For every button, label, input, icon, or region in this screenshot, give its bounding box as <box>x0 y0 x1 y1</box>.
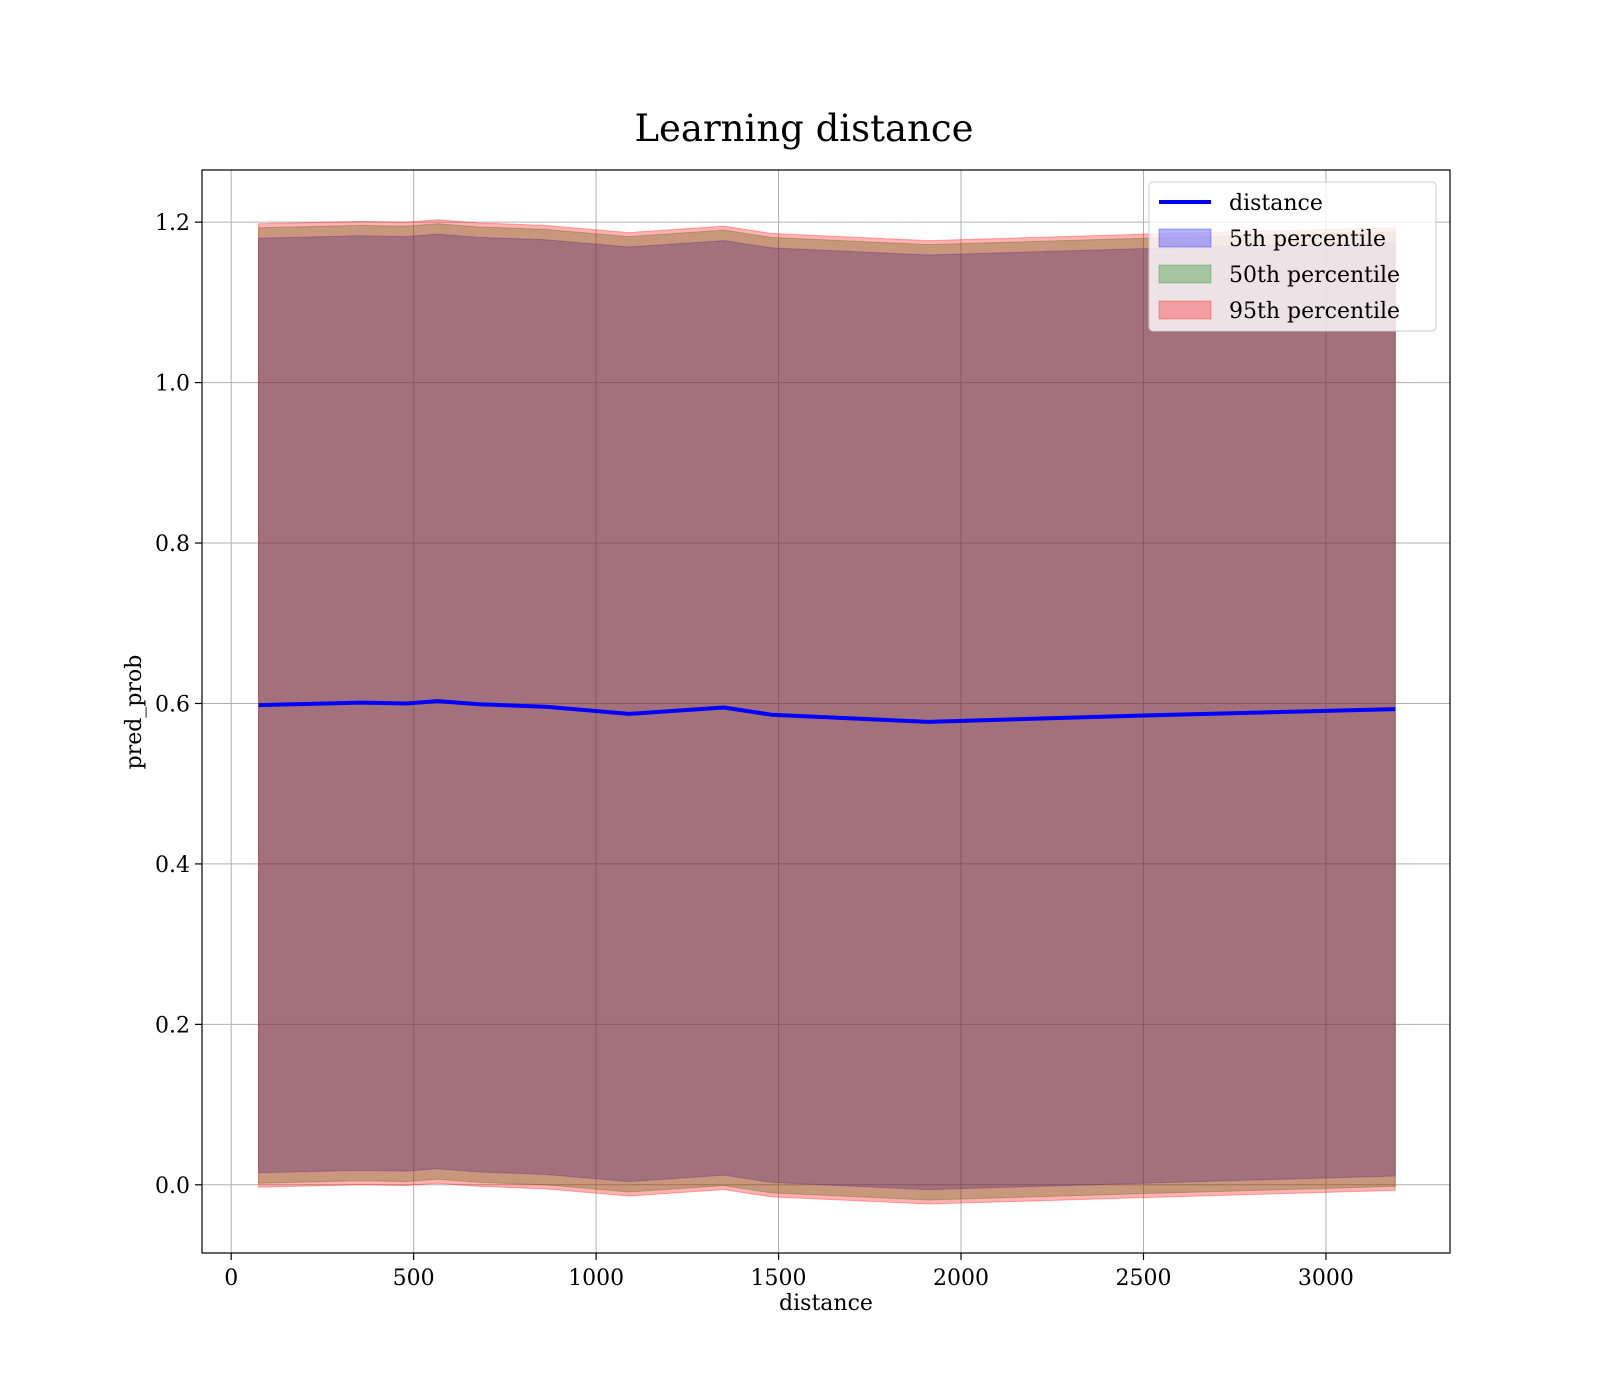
y-tick-label-2: 0.4 <box>155 853 190 878</box>
plot-frame <box>201 169 1451 1254</box>
band-50th-percentile <box>258 223 1396 1201</box>
y-tick-label-5: 1.0 <box>155 372 190 397</box>
y-tick-label-1: 0.2 <box>155 1013 190 1038</box>
legend-label-2: 50th percentile <box>1229 263 1400 288</box>
legend-label-1: 5th percentile <box>1229 227 1386 252</box>
x-tick-label-2: 1000 <box>568 1266 624 1291</box>
band-95th-percentile <box>258 219 1396 1205</box>
y-axis-label: pred_prob <box>122 655 147 770</box>
x-tick-label-1: 500 <box>393 1266 435 1291</box>
x-ticks: 0 500 1000 1500 2000 2500 3000 <box>224 1253 1354 1291</box>
legend-swatch-1 <box>1158 228 1212 248</box>
percentile-bands <box>258 219 1396 1205</box>
y-tick-label-3: 0.6 <box>155 692 190 717</box>
legend-label-3: 95th percentile <box>1229 299 1400 324</box>
y-tick-label-0: 0.0 <box>155 1174 190 1199</box>
x-tick-label-3: 1500 <box>751 1266 807 1291</box>
chart-title: Learning distance <box>634 107 973 150</box>
legend-box <box>1148 181 1437 332</box>
legend-swatch-2 <box>1158 264 1212 284</box>
x-tick-label-4: 2000 <box>933 1266 989 1291</box>
x-tick-label-6: 3000 <box>1298 1266 1354 1291</box>
y-ticks: 0.0 0.2 0.4 0.6 0.8 1.0 1.2 <box>155 211 202 1199</box>
x-tick-label-5: 2500 <box>1115 1266 1171 1291</box>
legend-swatch-3 <box>1158 300 1212 320</box>
y-tick-label-4: 0.8 <box>155 532 190 557</box>
y-tick-label-6: 1.2 <box>155 211 190 236</box>
x-axis-label: distance <box>779 1291 873 1316</box>
legend-label-0: distance <box>1229 191 1323 216</box>
x-tick-label-0: 0 <box>224 1266 238 1291</box>
series-line-distance <box>258 699 1396 724</box>
distance-line-layer <box>258 699 1396 724</box>
band-5th-percentile <box>258 233 1396 1191</box>
legend: distance 5th percentile 50th percentile 95t… <box>1148 181 1437 332</box>
